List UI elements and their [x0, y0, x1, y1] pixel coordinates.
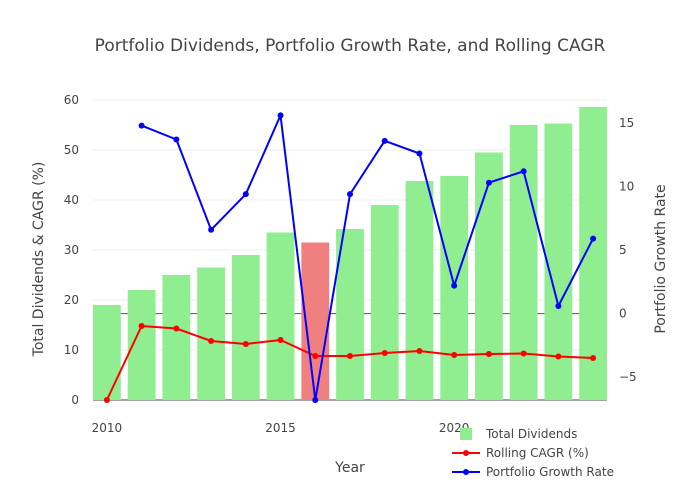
legend-label-2: Portfolio Growth Rate: [486, 465, 614, 479]
y-right-tick-5: 5: [619, 243, 627, 257]
legend-marker-cagr: [463, 450, 469, 456]
y-left-tick-30: 30: [64, 243, 79, 257]
cagr-point-2020: [451, 352, 458, 358]
bar-2022: [509, 125, 538, 400]
growth-point-2017: [347, 191, 353, 198]
x-tick-2010: 2010: [92, 421, 123, 435]
growth-line: [141, 111, 594, 401]
bar-2010: [93, 305, 121, 400]
y-left-tick-20: 20: [64, 293, 79, 307]
x-axis-title: Year: [334, 460, 365, 476]
growth-point-2023: [555, 302, 562, 309]
cagr-point-2023: [555, 353, 562, 360]
cagr-point-2014: [242, 341, 249, 347]
cagr-point-2018: [381, 350, 388, 356]
cagr-point-2010: [103, 397, 110, 403]
growth-point-2024: [590, 235, 597, 242]
growth-point-2021: [485, 179, 492, 186]
cagr-point-2016: [312, 353, 319, 359]
bar-2024: [579, 107, 607, 400]
cagr-point-2011: [138, 323, 145, 329]
growth-point-2013: [208, 226, 215, 233]
y-right-tick-0: 0: [619, 307, 627, 321]
y-right-tick-10: 10: [619, 180, 634, 194]
y-left-tick-10: 10: [64, 343, 79, 357]
y-axis-left-title: Total Dividends & CAGR (%): [31, 162, 47, 358]
bar-2013: [197, 267, 225, 400]
y-left-tick-0: 0: [71, 393, 79, 407]
cagr-point-2024: [590, 355, 597, 361]
growth-point-2020: [451, 282, 458, 289]
cagr-point-2021: [485, 351, 492, 357]
growth-point-2016: [312, 397, 319, 403]
cagr-point-2013: [208, 338, 215, 344]
bar-2012: [162, 275, 191, 400]
chart-title: Portfolio Dividends, Portfolio Growth Ra…: [95, 36, 606, 56]
y-right-tick--5: −5: [619, 370, 637, 384]
growth-point-2022: [520, 168, 527, 175]
bar-2017: [336, 229, 364, 400]
y-axis-right-title: Portfolio Growth Rate: [653, 184, 669, 333]
legend-label-1: Rolling CAGR (%): [486, 446, 589, 460]
bar-2021: [475, 152, 503, 400]
bar-2015: [266, 232, 295, 400]
growth-point-2012: [173, 136, 180, 143]
line-series: [103, 111, 597, 403]
y-left-tick-50: 50: [64, 143, 79, 157]
bar-2014: [231, 255, 260, 400]
cagr-point-2015: [277, 337, 284, 343]
cagr-point-2012: [173, 325, 180, 332]
legend-label-0: Total Dividends: [485, 427, 577, 441]
y-left-tick-40: 40: [64, 193, 79, 207]
growth-point-2018: [381, 137, 388, 144]
growth-point-2019: [416, 150, 423, 157]
cagr-point-2022: [520, 350, 527, 357]
y-left-tick-60: 60: [64, 93, 79, 107]
cagr-point-2019: [416, 348, 423, 354]
growth-point-2011: [138, 122, 145, 129]
growth-point-2014: [242, 191, 249, 198]
y-right-tick-15: 15: [619, 116, 634, 130]
legend-swatch-total-dividends: [460, 428, 472, 440]
bar-2019: [405, 181, 434, 400]
legend: Total Dividends Rolling CAGR (%) Portfolio…: [452, 427, 614, 479]
x-tick-2015: 2015: [265, 421, 296, 435]
cagr-point-2017: [347, 353, 353, 359]
growth-point-2015: [277, 112, 284, 119]
bar-2018: [370, 205, 399, 400]
legend-marker-growth: [463, 469, 469, 475]
